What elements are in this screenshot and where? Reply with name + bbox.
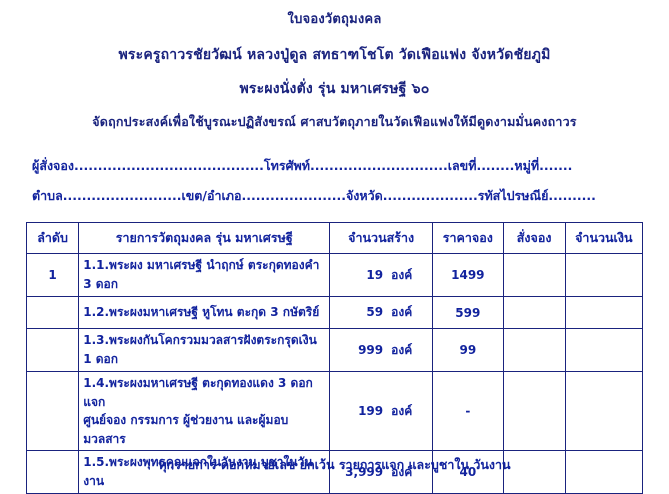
cell-quantity-unit: องค์: [391, 464, 413, 479]
cell-quantity: 3,999 องค์: [329, 450, 433, 494]
cell-price: -: [431, 370, 504, 452]
table-header-row: ลำดับ รายการวัตถุมงคล รุ่น มหาเศรษฐี จำน…: [25, 222, 644, 254]
cell-quantity-number: 199: [358, 403, 384, 418]
cell-quantity-number: 19: [366, 267, 384, 282]
cell-quantity-unit: องค์: [391, 305, 413, 319]
cell-price: 99: [431, 328, 504, 372]
cell-price: 599: [431, 296, 504, 329]
cell-no: 1: [25, 253, 80, 297]
cell-description-line-2: ศูนย์จอง กรรมการ ผู้ช่วยงาน และผู้มอบมวล…: [83, 413, 289, 446]
header-amount: จำนวนเงิน: [564, 222, 644, 254]
cell-quantity-unit: องค์: [391, 342, 413, 357]
cell-description: 1.4.พระผงมหาเศรษฐี ตะกุดทองแดง 3 ดอก แจก…: [78, 370, 331, 452]
cell-no: [25, 450, 80, 494]
footer-note: ทุกรายการ ดอกหมายเลข ยกเว้น รายการแจก แล…: [158, 457, 511, 472]
cell-description: 1.1.พระผง มหาเศรษฐี นำฤกษ์ ตระกุดทองคำ 3…: [78, 253, 331, 297]
table-row: 1.4.พระผงมหาเศรษฐี ตะกุดทองแดง 3 ดอก แจก…: [25, 370, 644, 452]
cell-quantity-number: 59: [366, 305, 384, 319]
order-form-line-1[interactable]: ผู้สั่งจอง..............................…: [32, 158, 573, 173]
cell-amount[interactable]: [564, 450, 644, 494]
cell-description-line-1: 1.4.พระผงมหาเศรษฐี ตะกุดทองแดง 3 ดอก แจก: [83, 376, 313, 409]
table-row: 1 1.1.พระผง มหาเศรษฐี นำฤกษ์ ตระกุดทองคำ…: [25, 253, 644, 297]
cell-no: [25, 328, 80, 372]
cell-price: 1499: [431, 253, 504, 297]
cell-quantity: 59 องค์: [329, 296, 433, 329]
cell-amount[interactable]: [564, 370, 644, 452]
header-description: รายการวัตถุมงคล รุ่น มหาเศรษฐี: [78, 222, 331, 254]
cell-booking[interactable]: [502, 370, 566, 452]
cell-no: [25, 370, 80, 452]
edition-line: พระผงนั่งตั่ง รุ่น มหาเศรษฐี ๖๐: [239, 81, 430, 97]
header-booking: สั่งจอง: [502, 222, 566, 254]
cell-amount[interactable]: [564, 253, 644, 297]
cell-booking[interactable]: [502, 296, 566, 329]
header-quantity: จำนวนสร้าง: [329, 222, 433, 254]
cell-amount[interactable]: [564, 296, 644, 329]
cell-booking[interactable]: [502, 253, 566, 297]
cell-description: 1.5.พระผงพุทธคุณแจกในวันงาน บูชาในวันงาน: [78, 450, 331, 494]
cell-description: 1.3.พระผงกันโคกรวมมวลสารฝังตระกรุดเงิน 1…: [78, 328, 331, 372]
table-row: 1.3.พระผงกันโคกรวมมวลสารฝังตระกรุดเงิน 1…: [25, 328, 644, 372]
temple-line: พระครูถาวรชัยวัฒน์ หลวงปู่ดูล สทธาฑโชโต …: [118, 47, 551, 63]
cell-no: [25, 296, 80, 329]
cell-amount[interactable]: [564, 328, 644, 372]
cell-quantity-unit: องค์: [391, 267, 413, 282]
purpose-line: จัดฤกประสงค์เพื่อใช้บูรณะปฏิสังขรณ์ ศาสบ…: [92, 114, 577, 129]
cell-quantity: 19 องค์: [329, 253, 433, 297]
header-price: ราคาจอง: [431, 222, 504, 254]
cell-quantity: 199 องค์: [329, 370, 433, 452]
order-form-line-2[interactable]: ตำบล.........................เขต/อำเภอ..…: [32, 188, 596, 203]
cell-quantity-number: 999: [358, 342, 384, 357]
table-header: ลำดับ รายการวัตถุมงคล รุ่น มหาเศรษฐี จำน…: [25, 222, 644, 254]
cell-description: 1.2.พระผงมหาเศรษฐี หูโทน ตะกุด 3 กษัตริย…: [78, 296, 331, 329]
order-table: ลำดับ รายการวัตถุมงคล รุ่น มหาเศรษฐี จำน…: [25, 222, 644, 494]
cell-quantity: 999 องค์: [329, 328, 433, 372]
table-row: 1.2.พระผงมหาเศรษฐี หูโทน ตะกุด 3 กษัตริย…: [25, 296, 644, 329]
table-row: 1.5.พระผงพุทธคุณแจกในวันงาน บูชาในวันงาน…: [25, 450, 644, 494]
document-title: ใบจองวัตถุมงคล: [287, 12, 382, 27]
cell-quantity-unit: องค์: [391, 403, 413, 418]
header-no: ลำดับ: [25, 222, 80, 254]
table-body: 1 1.1.พระผง มหาเศรษฐี นำฤกษ์ ตระกุดทองคำ…: [25, 253, 644, 494]
cell-quantity-number: 3,999: [345, 464, 384, 479]
cell-booking[interactable]: [502, 328, 566, 372]
